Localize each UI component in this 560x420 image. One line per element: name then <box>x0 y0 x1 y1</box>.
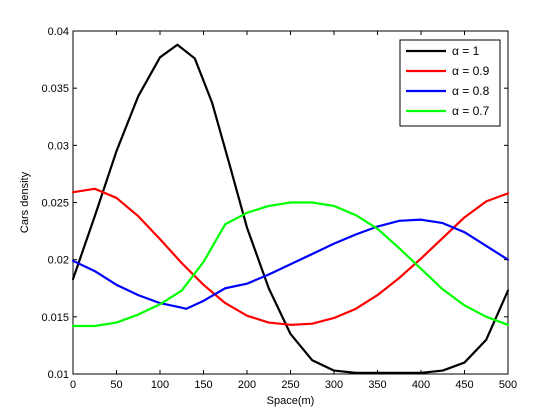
legend-label-4: α = 0.7 <box>452 104 490 118</box>
x-tick-label: 250 <box>281 379 299 391</box>
y-ticks: 0.01 0.015 0.02 0.025 0.03 0.035 0.04 <box>41 26 508 381</box>
x-tick-label: 50 <box>110 379 122 391</box>
x-tick-label: 100 <box>151 379 169 391</box>
y-tick-label: 0.025 <box>41 198 69 210</box>
legend-label-1: α = 1 <box>452 44 480 58</box>
series-line-4 <box>71 201 510 328</box>
y-tick-label: 0.02 <box>48 255 69 267</box>
series-line-1 <box>71 43 510 374</box>
y-axis-label: Cars density <box>19 171 31 233</box>
series-line-2 <box>71 187 510 326</box>
series-layer <box>71 43 510 374</box>
x-axis-label: Space(m) <box>267 395 315 407</box>
legend-items: α = 1 α = 0.9 α = 0.8 α = 0.7 <box>406 44 490 118</box>
x-ticks: 0 50 100 150 200 250 300 350 400 450 500 <box>70 31 517 391</box>
y-tick-label: 0.035 <box>41 83 69 95</box>
x-tick-label: 350 <box>368 379 386 391</box>
legend-label-2: α = 0.9 <box>452 64 490 78</box>
y-tick-label: 0.01 <box>48 369 69 381</box>
x-tick-label: 150 <box>194 379 212 391</box>
y-tick-label: 0.015 <box>41 312 69 324</box>
x-tick-label: 450 <box>455 379 473 391</box>
y-tick-label: 0.04 <box>48 26 69 38</box>
x-tick-label: 300 <box>325 379 343 391</box>
legend: α = 1 α = 0.9 α = 0.8 α = 0.7 <box>399 39 501 127</box>
x-tick-label: 400 <box>412 379 430 391</box>
x-tick-label: 500 <box>499 379 517 391</box>
y-tick-label: 0.03 <box>48 140 69 152</box>
x-tick-label: 200 <box>238 379 256 391</box>
legend-label-3: α = 0.8 <box>452 84 490 98</box>
x-tick-label: 0 <box>70 379 76 391</box>
series-line-3 <box>71 218 510 310</box>
